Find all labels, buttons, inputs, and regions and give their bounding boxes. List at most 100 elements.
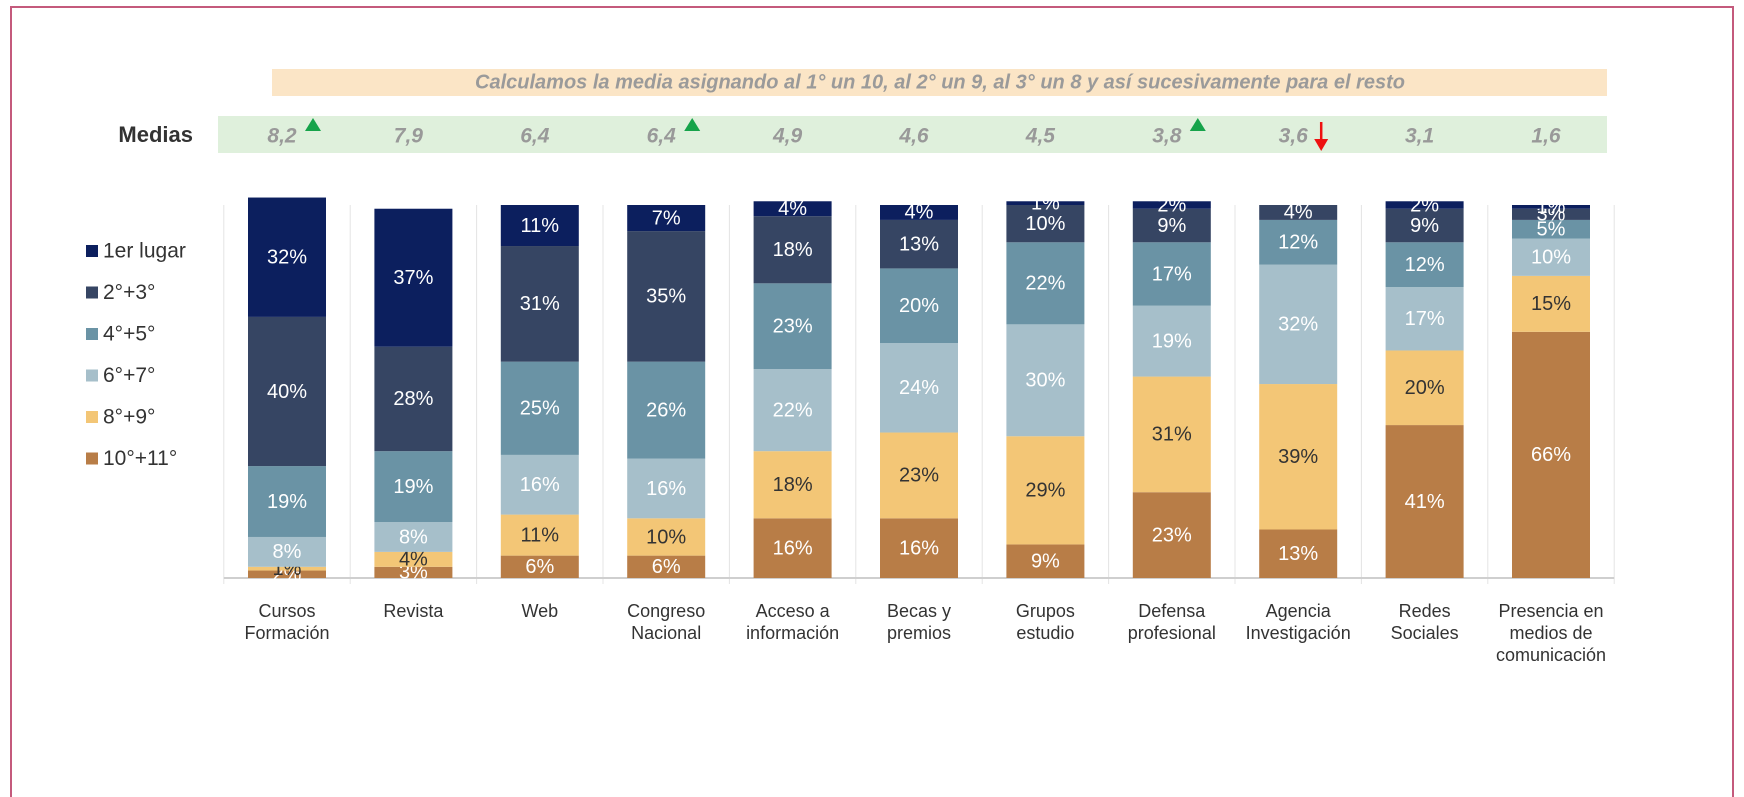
data-label: 8% — [399, 526, 428, 548]
media-value: 8,2 — [267, 125, 297, 148]
trend-down — [1314, 139, 1329, 151]
bar-segment — [753, 201, 832, 217]
bar-segment — [1006, 324, 1085, 437]
bar-segment — [1006, 544, 1085, 578]
legend-label: 8°+9° — [103, 406, 155, 429]
legend-swatch — [86, 369, 98, 382]
bar-segment — [374, 208, 453, 347]
data-label: 30% — [1025, 370, 1065, 392]
x-tick-label: Becas y premios — [886, 601, 952, 643]
media-value: 3,1 — [1405, 125, 1434, 148]
data-label: 2% — [1410, 194, 1439, 216]
data-label: 5% — [1537, 219, 1566, 241]
bar-segment — [248, 197, 326, 317]
bar-segment — [1385, 425, 1464, 578]
bar-segment — [1006, 201, 1085, 205]
data-label: 15% — [1531, 293, 1571, 315]
x-tick-label: Congreso Nacional — [627, 601, 706, 643]
frame — [10, 6, 1734, 797]
data-label: 31% — [520, 293, 560, 315]
data-label: 2% — [1157, 194, 1186, 216]
media-value: 7,9 — [394, 125, 424, 148]
bar-segment — [374, 566, 453, 578]
data-label: 28% — [393, 388, 433, 410]
x-tick-label: Acceso a información — [746, 601, 840, 643]
data-label: 6% — [525, 556, 554, 578]
data-label: 4% — [778, 198, 807, 220]
bar-segment — [500, 361, 579, 455]
x-tick-label: Grupos estudio — [1015, 601, 1075, 643]
data-label: 17% — [1152, 263, 1192, 285]
bar-segment — [374, 346, 453, 452]
data-label: 1% — [1031, 192, 1060, 214]
data-label: 16% — [520, 474, 560, 496]
data-label: 9% — [1031, 550, 1060, 572]
trend-up — [1189, 118, 1206, 131]
bar-segment — [248, 466, 326, 537]
data-label: 3% — [399, 562, 428, 584]
data-label: 23% — [773, 316, 813, 338]
x-tick-label: Redes Sociales — [1390, 601, 1459, 643]
bar-segment — [880, 343, 958, 433]
data-label: 6% — [652, 556, 681, 578]
data-label: 16% — [646, 478, 686, 500]
bar-segment — [1259, 384, 1338, 530]
data-label: 29% — [1025, 480, 1065, 502]
x-tick-label: Defensa profesional — [1127, 601, 1216, 643]
bar-segment — [1132, 305, 1211, 377]
legend-label: 4°+5° — [103, 323, 155, 346]
bar-segment — [1512, 219, 1590, 239]
data-label: 17% — [1405, 308, 1445, 330]
data-label: 22% — [773, 399, 813, 421]
bar-segment — [880, 432, 958, 519]
data-label: 12% — [1405, 254, 1445, 276]
bar-segment — [880, 205, 958, 220]
data-label: 22% — [1025, 273, 1065, 295]
bar-segment — [1006, 242, 1085, 325]
media-value: 6,4 — [520, 125, 550, 148]
bar-segment — [1132, 492, 1211, 578]
bar-segment — [1512, 205, 1590, 209]
data-label: 10% — [1025, 213, 1065, 235]
bar-segment — [248, 566, 326, 571]
legend-swatch — [86, 245, 98, 257]
data-label: 7% — [652, 207, 681, 229]
bar-segment — [753, 216, 832, 284]
bar-segment — [1259, 264, 1338, 385]
legend-label: 6°+7° — [103, 364, 155, 387]
bar-segment — [248, 316, 326, 467]
data-label: 24% — [899, 377, 939, 399]
bar-segment — [627, 555, 706, 578]
bar-segment — [374, 522, 453, 552]
trend-up — [684, 118, 701, 131]
data-label: 26% — [646, 399, 686, 421]
bar-segment — [1385, 242, 1464, 288]
bar-segment — [500, 454, 579, 515]
data-label: 9% — [1410, 215, 1439, 237]
bar-segment — [627, 518, 706, 556]
bar-segment — [1259, 529, 1338, 578]
bar-segment — [753, 369, 832, 452]
data-label: 25% — [520, 398, 560, 420]
bar-segment — [1259, 205, 1338, 220]
bar-segment — [753, 518, 832, 578]
data-label: 35% — [646, 286, 686, 308]
bar-segment — [1006, 205, 1085, 243]
bar-segment — [248, 536, 326, 567]
data-label: 18% — [773, 474, 813, 496]
bar-segment — [627, 458, 706, 519]
x-tick-label: Revista — [383, 601, 444, 621]
bar-segment — [1132, 376, 1211, 493]
bar-segment — [1385, 350, 1464, 426]
data-label: 13% — [899, 233, 939, 255]
x-tick-label: Web — [521, 601, 559, 621]
medias-label: Medias — [118, 122, 193, 147]
media-value: 3,8 — [1152, 125, 1182, 148]
bar-segment — [627, 231, 706, 362]
data-label: 19% — [1152, 330, 1192, 352]
media-value: 3,6 — [1279, 125, 1309, 148]
data-label: 16% — [773, 537, 813, 559]
x-tick-label: Presencia en medios de comunicación — [1495, 601, 1607, 665]
